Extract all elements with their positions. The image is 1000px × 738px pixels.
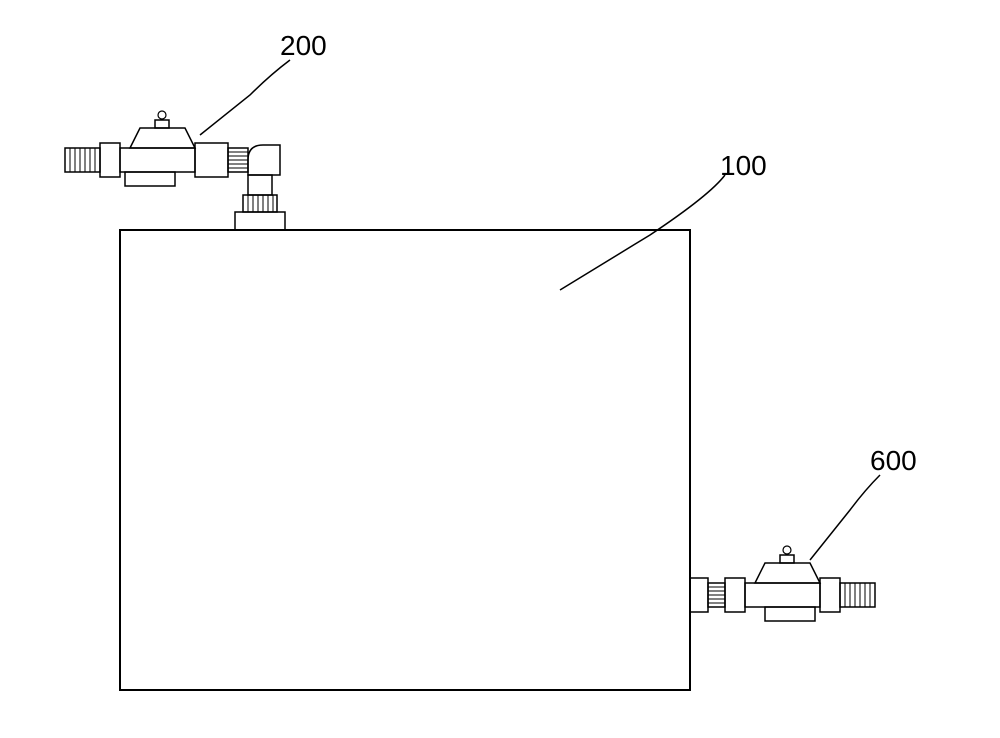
- leader-100: [560, 175, 725, 290]
- label-200: 200: [280, 30, 327, 62]
- leader-600: [810, 475, 880, 560]
- leader-200: [200, 60, 290, 135]
- technical-diagram: 200 100 600: [0, 0, 1000, 738]
- label-600: 600: [870, 445, 917, 477]
- main-box-group: [120, 230, 690, 690]
- bottom-valve-assembly: [690, 546, 875, 621]
- top-valve-assembly: [65, 111, 285, 230]
- label-100: 100: [720, 150, 767, 182]
- main-box: [120, 230, 690, 690]
- diagram-svg: [0, 0, 1000, 738]
